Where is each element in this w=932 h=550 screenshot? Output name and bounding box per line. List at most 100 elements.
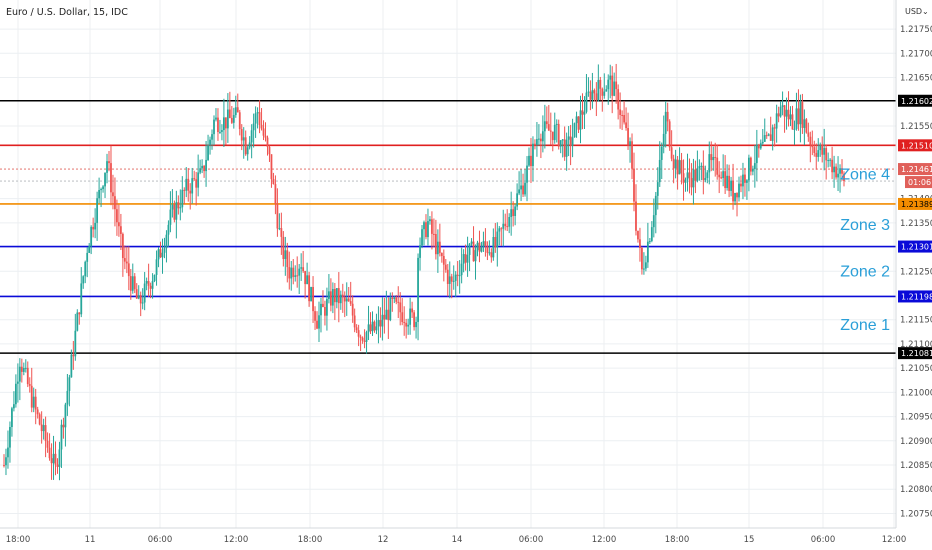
candle-body: [791, 114, 794, 130]
candle-body: [728, 175, 730, 191]
candle-body: [76, 312, 79, 331]
candle-body: [502, 223, 505, 229]
candle-body: [219, 131, 221, 133]
candle-body: [518, 189, 520, 194]
price-tick-label: 1.21700: [900, 49, 932, 59]
candle-body: [623, 115, 625, 123]
candle-body: [294, 275, 297, 277]
candle-body: [28, 384, 31, 386]
candle-body: [264, 135, 267, 138]
candle-body: [32, 396, 35, 408]
candle-body: [777, 113, 780, 117]
candle-body: [211, 134, 213, 140]
candle-body: [789, 114, 792, 120]
candle-body: [627, 128, 629, 145]
candle-body: [268, 146, 271, 155]
candle-body: [496, 231, 499, 248]
candle-body: [361, 337, 364, 341]
candle-body: [42, 425, 45, 432]
candle-body: [492, 237, 495, 258]
candle-body: [409, 308, 412, 325]
candle-body: [843, 173, 845, 182]
candle-body: [228, 109, 231, 118]
candle-body: [68, 377, 71, 391]
candle-body: [36, 409, 39, 415]
candles: [3, 63, 845, 481]
candle-body: [593, 90, 596, 94]
candle-body: [744, 174, 746, 183]
candle-body: [201, 165, 204, 169]
candle-body: [793, 128, 796, 130]
candle-body: [244, 137, 247, 155]
candle-body: [197, 172, 200, 188]
candle-body: [609, 75, 612, 80]
candle-body: [86, 252, 89, 262]
candle-body: [355, 327, 358, 331]
candle-body: [779, 106, 782, 117]
candle-body: [98, 190, 100, 199]
candle-body: [702, 165, 705, 181]
candle-body: [393, 297, 396, 299]
candle-body: [272, 179, 275, 185]
candle-body: [587, 91, 590, 93]
candle-body: [643, 268, 645, 270]
candle-body: [686, 172, 689, 180]
candle-body: [526, 165, 528, 183]
candle-body: [324, 307, 326, 316]
candle-body: [781, 105, 784, 107]
level-price-label: 1.21198: [901, 292, 932, 301]
candle-body: [599, 79, 602, 89]
time-axis[interactable]: 18:00 11 06:00 12:00 18:00 12 14 06:00 12:00 18:0…: [6, 535, 907, 545]
candle-body: [246, 147, 249, 155]
horizontal-levels[interactable]: [0, 99, 896, 354]
candle-body: [716, 157, 719, 175]
candle-body: [373, 321, 376, 331]
candle-body: [175, 202, 178, 220]
candle-body: [431, 219, 433, 234]
candle-body: [114, 196, 116, 210]
candle-body: [335, 288, 338, 303]
price-tick-label: 1.21350: [900, 219, 932, 229]
candle-body: [433, 233, 435, 235]
candle-body: [7, 447, 9, 458]
candle-body: [387, 309, 390, 321]
candle-body: [88, 246, 91, 253]
zone-label: Zone 2: [840, 264, 890, 281]
candle-body: [700, 165, 703, 167]
price-tick-label: 1.21150: [900, 316, 932, 326]
candle-body: [262, 128, 265, 136]
candle-body: [38, 414, 41, 425]
candle-body: [724, 171, 727, 189]
candle-body: [250, 130, 253, 143]
candle-body: [108, 161, 110, 164]
candle-body: [242, 137, 245, 141]
candle-body: [145, 281, 148, 284]
candle-body: [363, 340, 366, 342]
candle-body: [165, 234, 168, 249]
level-price-label: 1.21301: [901, 243, 932, 252]
candle-body: [761, 141, 764, 144]
candle-body: [419, 245, 421, 258]
candle-body: [605, 89, 608, 92]
currency-label[interactable]: USD: [905, 7, 922, 16]
candle-body: [183, 189, 186, 191]
candle-body: [464, 254, 467, 263]
candle-body: [159, 249, 162, 258]
candle-body: [90, 226, 93, 247]
candle-body: [316, 320, 318, 329]
candle-body: [14, 383, 17, 405]
candle-body: [302, 267, 305, 272]
price-axis-bg[interactable]: [896, 0, 932, 528]
candle-body: [84, 261, 87, 277]
level-price-badge: [898, 347, 932, 360]
candle-body: [708, 154, 711, 173]
time-tick-label: 06:00: [148, 535, 173, 545]
candle-body: [177, 202, 180, 209]
time-tick-label: 12:00: [224, 535, 249, 545]
grid: [0, 0, 896, 528]
time-tick-label: 15: [744, 535, 755, 545]
candle-body: [710, 154, 713, 161]
currency-dropdown-icon[interactable]: ⌄: [922, 7, 929, 16]
candle-body: [694, 169, 697, 181]
